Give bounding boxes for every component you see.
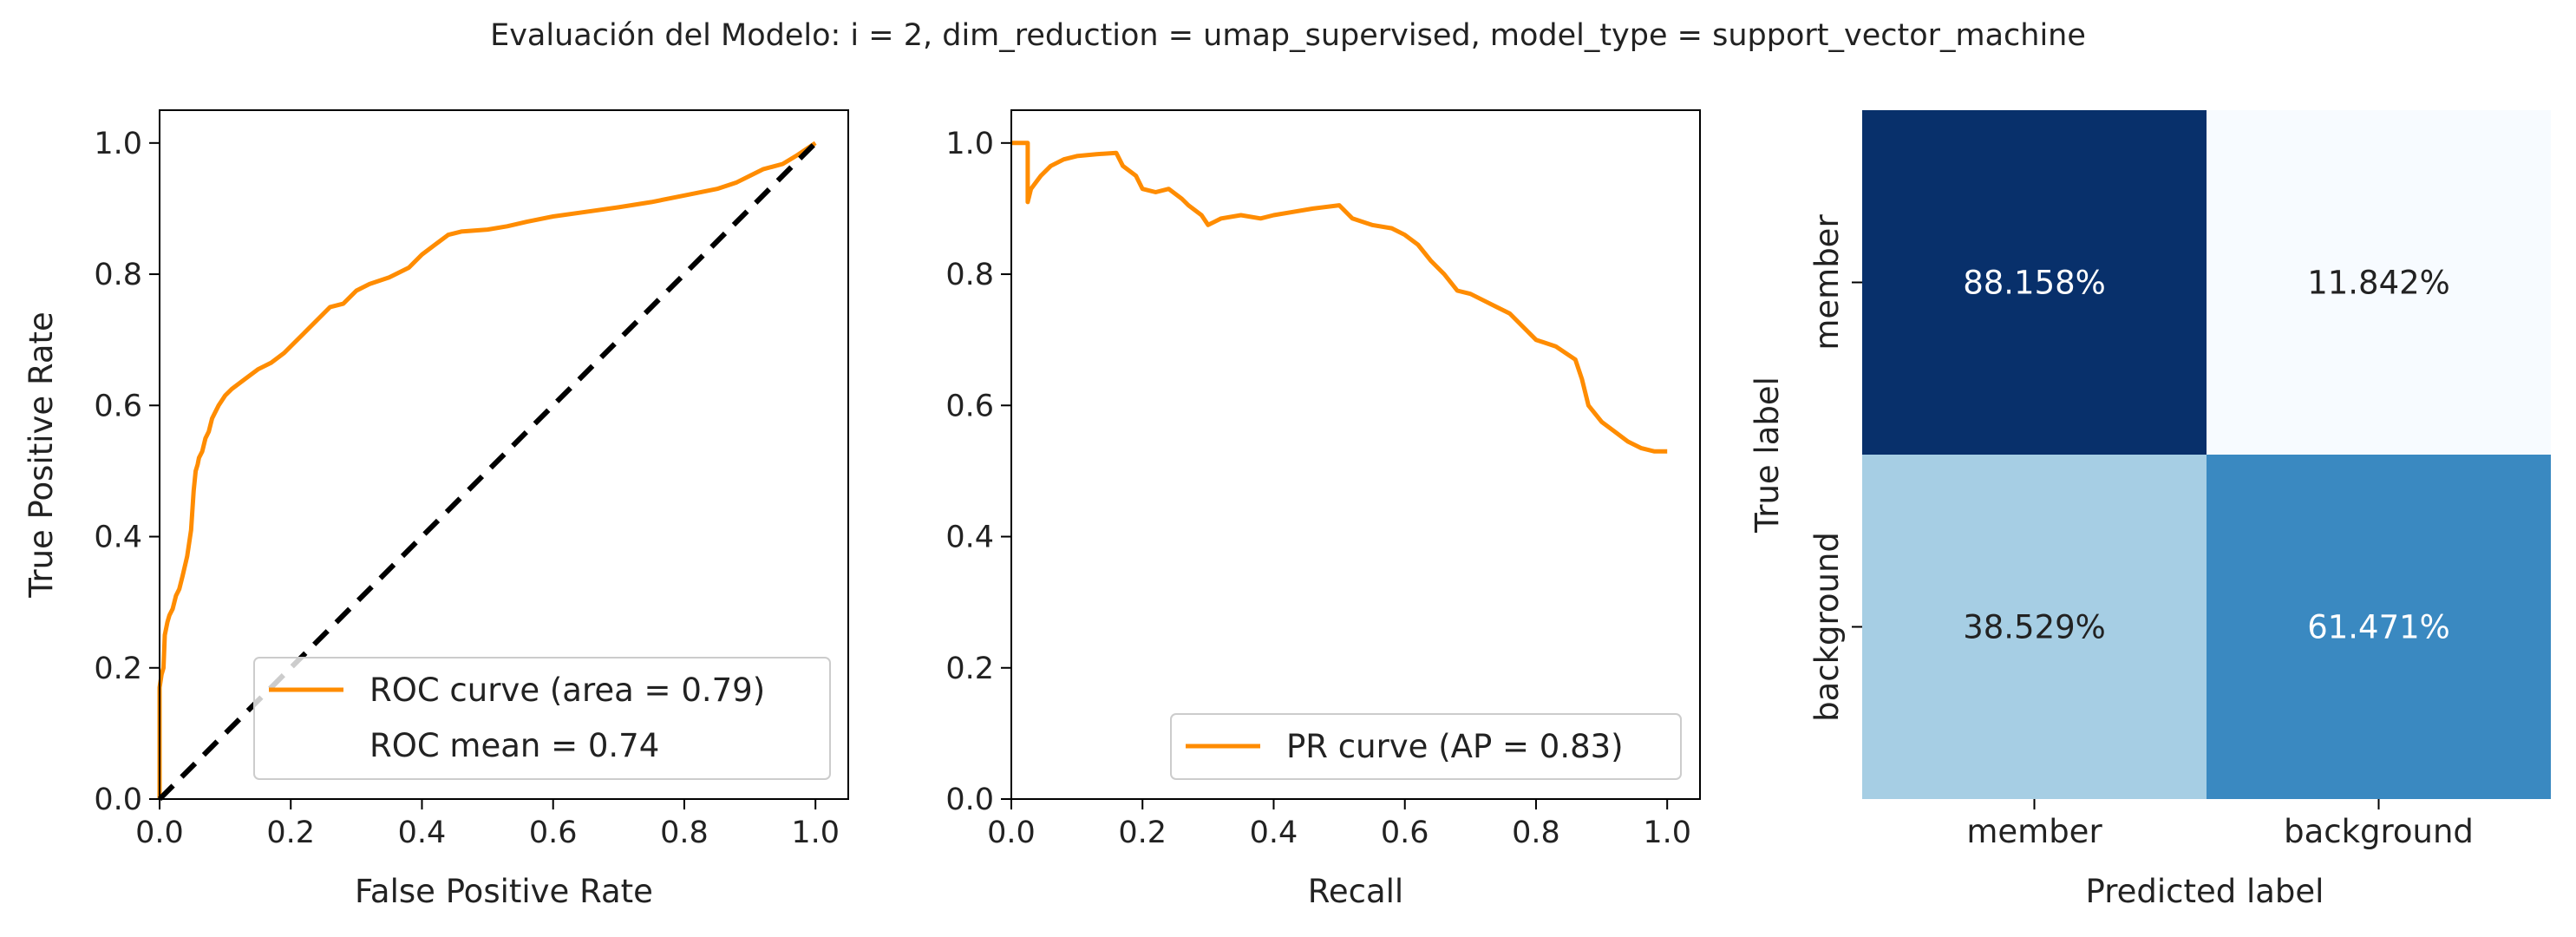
cm-x-tick-label: background bbox=[2284, 813, 2474, 850]
roc-x-tick-label: 0.6 bbox=[529, 816, 578, 850]
roc-y-tick-label: 0.4 bbox=[94, 521, 142, 555]
cm-y-tick-label: member bbox=[1808, 214, 1846, 351]
pr-curve-line bbox=[1011, 141, 1668, 454]
pr-y-tick-label: 0.6 bbox=[945, 389, 994, 423]
pr-x-axis-label: Recall bbox=[1308, 873, 1403, 910]
cm-x-axis-label: Predicted label bbox=[2086, 873, 2324, 910]
roc-x-tick-label: 0.0 bbox=[135, 816, 184, 850]
roc-x-tick-label: 0.4 bbox=[398, 816, 447, 850]
pr-y-tick-label: 0.4 bbox=[945, 521, 994, 555]
pr-legend-label: PR curve (AP = 0.83) bbox=[1286, 728, 1624, 765]
roc-marks bbox=[157, 141, 818, 802]
roc-x-tick-label: 0.8 bbox=[660, 816, 709, 850]
confusion-matrix-cell bbox=[2207, 110, 2551, 455]
pr-y-tick-label: 0.0 bbox=[945, 783, 994, 817]
pr-x-tick-label: 1.0 bbox=[1643, 816, 1691, 850]
pr-x-tick-label: 0.0 bbox=[987, 816, 1036, 850]
cm-x-ticks: member background bbox=[1966, 799, 2474, 850]
pr-legend-box bbox=[1170, 713, 1682, 780]
pr-x-tick-label: 0.4 bbox=[1250, 816, 1298, 850]
cm-y-tick-label: background bbox=[1808, 532, 1846, 722]
confusion-matrix-panel: 88.158% 11.842% 38.529% 61.471% member backg… bbox=[1749, 110, 2551, 910]
pr-y-tick-label: 0.8 bbox=[945, 258, 994, 292]
roc-legend: ROC curve (area = 0.79) ROC mean = 0.74 bbox=[253, 657, 831, 780]
pr-axes-frame bbox=[1010, 109, 1701, 800]
pr-x-tick-label: 0.6 bbox=[1381, 816, 1429, 850]
pr-legend: PR curve (AP = 0.83) bbox=[1170, 713, 1682, 780]
roc-panel: 0.0 0.2 0.4 0.6 0.8 1.0 0.0 0.2 0.4 0.6 0.8 1.0 Fa… bbox=[23, 109, 849, 910]
pr-x-tick-label: 0.2 bbox=[1118, 816, 1167, 850]
roc-y-tick-label: 0.2 bbox=[94, 652, 142, 686]
confusion-matrix-cell-label: 88.158% bbox=[1963, 265, 2106, 302]
confusion-matrix-cells: 88.158% 11.842% 38.529% 61.471% bbox=[1862, 110, 2551, 799]
cm-y-ticks: member background bbox=[1808, 214, 1862, 722]
pr-x-ticks: 0.0 0.2 0.4 0.6 0.8 1.0 bbox=[987, 799, 1691, 850]
figure-title: Evaluación del Modelo: i = 2, dim_reduct… bbox=[490, 18, 2086, 53]
pr-y-tick-label: 0.2 bbox=[945, 652, 994, 686]
confusion-matrix-cell bbox=[1862, 455, 2207, 799]
roc-y-ticks: 0.0 0.2 0.4 0.6 0.8 1.0 bbox=[94, 127, 160, 817]
confusion-matrix-cell-label: 11.842% bbox=[2307, 265, 2450, 302]
confusion-matrix-cell-label: 61.471% bbox=[2307, 609, 2450, 646]
roc-x-tick-label: 1.0 bbox=[791, 816, 840, 850]
roc-mean-legend-label: ROC mean = 0.74 bbox=[369, 727, 659, 764]
confusion-matrix-cell-label: 38.529% bbox=[1963, 609, 2106, 646]
roc-axes-frame bbox=[159, 109, 849, 800]
confusion-matrix-cell bbox=[2207, 455, 2551, 799]
roc-y-axis-label: True Positive Rate bbox=[23, 311, 60, 599]
pr-panel: 0.0 0.2 0.4 0.6 0.8 1.0 0.0 0.2 0.4 0.6 0.8 1.0 Re… bbox=[945, 109, 1701, 910]
confusion-matrix-cell bbox=[1862, 110, 2207, 455]
roc-y-tick-label: 0.0 bbox=[94, 783, 142, 817]
cm-x-tick-label: member bbox=[1966, 813, 2102, 850]
roc-y-tick-label: 0.6 bbox=[94, 389, 142, 423]
pr-marks bbox=[1011, 141, 1668, 454]
roc-y-tick-label: 0.8 bbox=[94, 258, 142, 292]
roc-y-tick-label: 1.0 bbox=[94, 127, 142, 161]
roc-legend-label: ROC curve (area = 0.79) bbox=[369, 672, 765, 709]
roc-x-ticks: 0.0 0.2 0.4 0.6 0.8 1.0 bbox=[135, 799, 840, 850]
pr-x-tick-label: 0.8 bbox=[1512, 816, 1560, 850]
cm-y-axis-label: True label bbox=[1749, 377, 1786, 534]
roc-legend-box bbox=[253, 657, 831, 780]
pr-y-tick-label: 1.0 bbox=[945, 127, 994, 161]
roc-curve-line bbox=[157, 141, 817, 799]
roc-x-tick-label: 0.2 bbox=[266, 816, 315, 850]
pr-y-ticks: 0.0 0.2 0.4 0.6 0.8 1.0 bbox=[945, 127, 1011, 817]
roc-x-axis-label: False Positive Rate bbox=[355, 873, 653, 910]
